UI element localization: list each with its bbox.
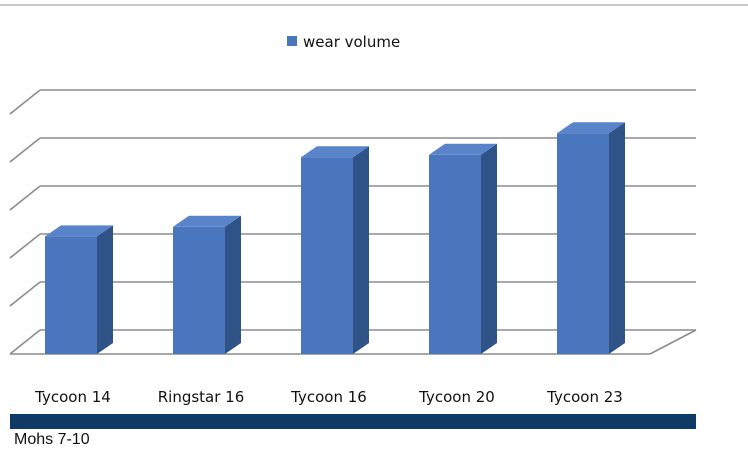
- bar-front: [557, 133, 609, 354]
- bar: [301, 146, 369, 354]
- category-label: Ringstar 16: [158, 388, 245, 406]
- legend: wear volume: [287, 33, 400, 51]
- bar-side: [97, 225, 113, 354]
- category-labels: Tycoon 14 Ringstar 16 Tycoon 16 Tycoon 20 Ty…: [34, 388, 623, 406]
- bar: [429, 143, 497, 354]
- bar: [557, 122, 625, 354]
- gridline-diagonal: [9, 89, 41, 115]
- bars: [45, 122, 625, 354]
- category-label: Tycoon 20: [418, 388, 495, 406]
- bar-top: [45, 225, 113, 237]
- top-divider: [0, 4, 748, 6]
- bar-front: [429, 154, 481, 354]
- gridline-diagonal: [9, 329, 41, 355]
- gridline-diagonal: [9, 233, 41, 259]
- bar-front: [173, 226, 225, 354]
- category-label: Tycoon 16: [290, 388, 367, 406]
- bar-side: [481, 143, 497, 354]
- bar: [173, 215, 241, 354]
- category-label: Tycoon 14: [34, 388, 111, 406]
- bar-front: [45, 236, 97, 354]
- bar-side: [609, 122, 625, 354]
- bar-top: [301, 146, 369, 158]
- footnote: Mohs 7-10: [14, 431, 90, 448]
- gridline-diagonal: [9, 185, 41, 211]
- bar-side: [353, 146, 369, 354]
- bar-top: [557, 122, 625, 134]
- bar-side: [225, 215, 241, 354]
- category-label: Tycoon 23: [546, 388, 623, 406]
- floor-right-edge: [649, 329, 697, 355]
- gridline-diagonal: [9, 281, 41, 307]
- legend-swatch: [287, 36, 297, 46]
- bar-top: [429, 143, 497, 155]
- bar-top: [173, 215, 241, 227]
- legend-label: wear volume: [303, 33, 400, 51]
- footer-band: [10, 414, 696, 429]
- gridline-diagonal: [9, 137, 41, 163]
- bar-front: [301, 157, 353, 354]
- bar: [45, 225, 113, 354]
